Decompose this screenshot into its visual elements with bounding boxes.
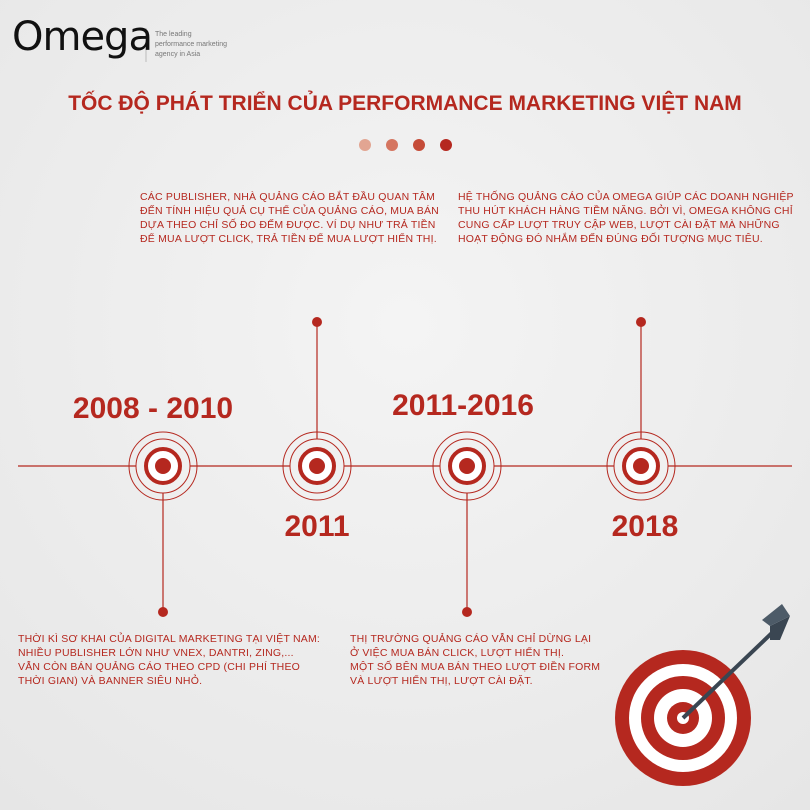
year-label: 2011-2016 (392, 389, 534, 422)
description-line: THỊ TRƯỜNG QUẢNG CÁO VẪN CHỈ DỪNG LẠI (350, 633, 592, 645)
ring-outer (432, 431, 502, 501)
description-line: MỘT SỐ BÊN MUA BÁN THEO LƯỢT ĐIỀN FORM (350, 661, 601, 673)
description-line: CÁC PUBLISHER, NHÀ QUẢNG CÁO BẮT ĐẦU QUA… (140, 191, 436, 203)
description: CÁC PUBLISHER, NHÀ QUẢNG CÁO BẮT ĐẦU QUA… (140, 190, 439, 246)
target-icon (615, 604, 790, 786)
connector-dot (312, 317, 322, 327)
ring-outer (282, 431, 352, 501)
description-line: ĐỂ MUA LƯỢT CLICK, TRẢ TIỀN ĐỂ MUA LƯỢT … (140, 233, 437, 245)
ring-outer (128, 431, 198, 501)
dot (440, 139, 452, 151)
dot (359, 139, 371, 151)
description-line: ĐẾN TÍNH HIỆU QUẢ CỤ THỂ CỦA QUẢNG CÁO, … (140, 205, 439, 217)
tagline-line: agency in Asia (155, 51, 201, 58)
description: THỊ TRƯỜNG QUẢNG CÁO VẪN CHỈ DỪNG LẠI Ở V… (350, 632, 600, 688)
description-line: CUNG CẤP LƯỢT TRUY CẬP WEB, LƯỢT CÀI ĐẶT… (458, 219, 780, 231)
logo: Omega (12, 14, 153, 60)
dot (413, 139, 425, 151)
connector-dot (158, 607, 168, 617)
description-line: Ở VIỆC MUA BÁN CLICK, LƯỢT HIỂN THỊ. (350, 647, 565, 659)
description-line: THỜI KÌ SƠ KHAI CỦA DIGITAL MARKETING TẠ… (18, 633, 321, 645)
description-line: VẪN CÒN BÁN QUẢNG CÁO THEO CPD (CHI PHÍ … (18, 661, 301, 673)
description-line: VÀ LƯỢT HIỂN THỊ, LƯỢT CÀI ĐẶT. (350, 675, 533, 687)
description-line: NHIỀU PUBLISHER LỚN NHƯ VNEX, DANTRI, ZI… (18, 647, 294, 659)
year-label: 2011 (284, 510, 350, 543)
ring-core (459, 458, 475, 474)
connector-dot (462, 607, 472, 617)
ring-core (155, 458, 171, 474)
ring-outer (606, 431, 676, 501)
dot (386, 139, 398, 151)
year-label: 2008 - 2010 (72, 392, 234, 425)
description: HỆ THỐNG QUẢNG CÁO CỦA OMEGA GIÚP CÁC DO… (458, 190, 794, 246)
description-line: DỰA THEO CHỈ SỐ ĐO ĐẾM ĐƯỢC. VÍ DỤ NHƯ T… (140, 219, 436, 231)
tagline: The leading performance marketing agency i… (155, 30, 227, 60)
description-line: THU HÚT KHÁCH HÀNG TIỀM NĂNG. BỞI VÌ, OM… (458, 205, 793, 217)
description-line: THỜI GIAN) VÀ BANNER SIÊU NHỎ. (18, 675, 203, 687)
title: TỐC ĐỘ PHÁT TRIỂN CỦA PERFORMANCE MARKET… (68, 92, 742, 115)
description: THỜI KÌ SƠ KHAI CỦA DIGITAL MARKETING TẠ… (18, 632, 320, 688)
tagline-line: The leading (155, 31, 192, 38)
connector-dot (636, 317, 646, 327)
ring-core (633, 458, 649, 474)
tagline-line: performance marketing (155, 41, 227, 48)
description-line: HOẠT ĐỘNG ĐÓ NHẮM ĐẾN ĐÚNG ĐỐI TƯỢNG MỤC… (458, 233, 763, 245)
year-label: 2018 (611, 510, 679, 543)
ring-core (309, 458, 325, 474)
description-line: HỆ THỐNG QUẢNG CÁO CỦA OMEGA GIÚP CÁC DO… (458, 191, 794, 203)
